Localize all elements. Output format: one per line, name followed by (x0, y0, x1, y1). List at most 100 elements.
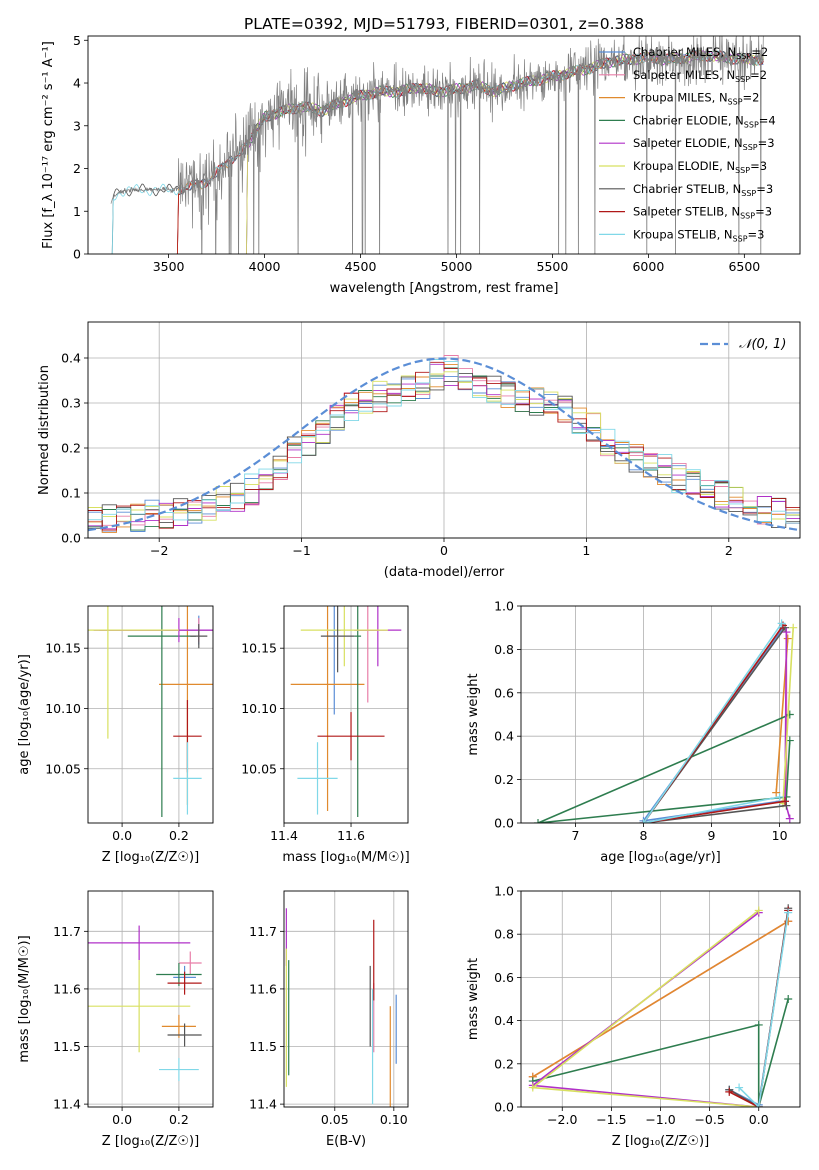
mass-weight-vs-age-panel: 7 8 9 10 0.0 0.2 0.4 0.6 0.8 1.0 age [log₁₀(age/yr… (466, 599, 801, 865)
legend-entry: 𝒩(0, 1) (739, 337, 786, 352)
x-tick-label: 10 (772, 828, 788, 843)
mass-weight-series-line (532, 998, 789, 1107)
axes-frame (283, 605, 409, 824)
mass-vs-reddening-panel: 0.05 0.10 11.4 11.5 11.6 11.7 E(B-V) (249, 890, 409, 1149)
y-tick-label: 0.6 (494, 685, 514, 700)
y-tick-label: 0.2 (61, 441, 81, 456)
mass-weight-marker (784, 995, 793, 1003)
x-tick-label: 0.2 (169, 828, 189, 843)
x-tick-label: 4000 (249, 259, 281, 274)
x-axis-label: Z [log₁₀(Z/Z☉)] (102, 1134, 199, 1149)
y-tick-label: 11.5 (249, 1039, 277, 1054)
x-tick-label: 1 (582, 543, 590, 558)
mass-weight-marker (534, 819, 543, 823)
axes-frame (87, 890, 214, 1108)
x-tick-label: −2.0 (547, 1112, 577, 1127)
x-tick-label: 7 (571, 828, 579, 843)
age-vs-mass-panel: 11.4 11.6 10.05 10.10 10.15 mass [log₁₀(M/M☉)… (241, 605, 410, 865)
legend-entry: Kroupa ELODIE, NSSP=3 (633, 159, 767, 175)
x-tick-label: −0.5 (694, 1112, 724, 1127)
residuals-histogram-panel: −2 −1 0 1 2 0.0 0.1 0.2 0.3 0.4 (data-model)/error… (37, 321, 801, 580)
y-tick-label: 4 (73, 76, 81, 91)
axes-frame (283, 890, 409, 1108)
x-tick-label: 11.4 (270, 828, 298, 843)
legend-entry: Salpeter MILES, NSSP=2 (633, 68, 767, 84)
observed-spectrum-line (110, 36, 764, 254)
mass-weight-series-line (530, 911, 760, 1107)
y-tick-label: 10.10 (45, 701, 81, 716)
x-tick-label: 0.2 (169, 1112, 189, 1127)
y-axis-label: Flux [f_λ 10⁻¹⁷ erg cm⁻² s⁻¹ A⁻¹] (41, 41, 56, 249)
mass-weight-marker (777, 619, 786, 628)
mass-weight-marker (789, 623, 798, 632)
x-tick-label: 11.6 (337, 828, 365, 843)
legend-entry: Kroupa MILES, NSSP=2 (633, 91, 759, 107)
x-tick-label: 8 (640, 828, 648, 843)
legend-entry: Salpeter STELIB, NSSP=3 (633, 205, 772, 221)
y-tick-label: 11.7 (53, 924, 81, 939)
normal-distribution-curve (88, 357, 800, 532)
mass-weight-marker (725, 1087, 734, 1096)
x-tick-label: −1 (292, 543, 310, 558)
y-tick-label: 0.0 (494, 816, 514, 831)
x-axis-label: E(B-V) (326, 1134, 366, 1149)
axes-frame (520, 890, 801, 1108)
mass-weight-series-line (642, 625, 786, 823)
x-tick-label: 2 (725, 543, 733, 558)
y-tick-label: 5 (73, 33, 81, 48)
y-axis-label: Normed distribution (37, 365, 52, 495)
axes-frame (87, 605, 214, 824)
y-axis-label: mass weight (466, 958, 481, 1040)
x-tick-label: 0.0 (112, 1112, 132, 1127)
x-tick-label: 0.0 (112, 828, 132, 843)
mass-weight-series-line (642, 627, 787, 823)
mass-weight-marker (782, 801, 791, 810)
y-axis-label: age [log₁₀(age/yr)] (17, 654, 32, 775)
x-tick-label: 0.0 (749, 1112, 769, 1127)
x-tick-label: 3500 (153, 259, 185, 274)
x-tick-label: 0.05 (321, 1112, 349, 1127)
mass-weight-marker (639, 819, 648, 823)
x-tick-label: −1.0 (645, 1112, 675, 1127)
mass-weight-vs-metallicity-panel: −2.0 −1.5 −1.0 −0.5 0.0 0.0 0.2 0.4 0.6 0.8 1.0 Z [… (466, 884, 801, 1149)
x-axis-label: Z [log₁₀(Z/Z☉)] (102, 850, 199, 865)
y-tick-label: 11.7 (249, 924, 277, 939)
mass-weight-marker (785, 710, 794, 719)
mass-weight-marker (528, 1083, 537, 1092)
mass-weight-series-line (782, 627, 794, 804)
x-tick-label: 9 (708, 828, 716, 843)
mass-weight-marker (784, 908, 793, 917)
x-axis-label: (data-model)/error (384, 565, 505, 580)
x-tick-label: −2 (150, 543, 168, 558)
y-axis-label: mass weight (466, 673, 481, 755)
mass-weight-marker (735, 1083, 744, 1092)
x-axis-label: mass [log₁₀(M/M☉)] (282, 850, 409, 865)
y-tick-label: 0 (73, 247, 81, 262)
y-tick-label: 1.0 (494, 599, 514, 614)
age-vs-metallicity-panel: 0.0 0.2 10.05 10.10 10.15 Z [log₁₀(Z/Z☉)] age … (17, 605, 214, 865)
legend-entry: Kroupa STELIB, NSSP=3 (633, 227, 764, 243)
x-tick-label: 0 (440, 543, 448, 558)
residual-histogram-steps (88, 371, 800, 538)
y-tick-label: 0.8 (494, 927, 514, 942)
y-tick-label: 1.0 (494, 884, 514, 899)
y-tick-label: 0.0 (494, 1100, 514, 1115)
y-tick-label: 0.8 (494, 642, 514, 657)
y-tick-label: 10.15 (241, 641, 277, 656)
y-tick-label: 0.4 (494, 1013, 514, 1028)
mass-weight-marker (785, 814, 794, 823)
y-tick-label: 3 (73, 118, 81, 133)
mass-weight-series-line (738, 912, 789, 1107)
mass-weight-series-line (537, 713, 791, 823)
legend-entry: Salpeter ELODIE, NSSP=3 (633, 136, 775, 152)
spectrum-panel: 3500 4000 4500 5000 5500 6000 6500 0 1 2 3 4 5 wavele… (41, 33, 801, 296)
mass-weight-series-line (532, 920, 789, 1078)
x-tick-label: 6500 (728, 259, 760, 274)
y-tick-label: 11.6 (53, 981, 81, 996)
x-tick-label: 4500 (345, 259, 377, 274)
y-tick-label: 10.15 (45, 641, 81, 656)
mass-vs-metallicity-panel: 0.0 0.2 11.4 11.5 11.6 11.7 Z [log₁₀(Z/Z☉)] mas… (17, 890, 214, 1149)
y-tick-label: 0.2 (494, 772, 514, 787)
y-tick-label: 0.4 (61, 351, 81, 366)
y-tick-label: 10.05 (241, 761, 277, 776)
